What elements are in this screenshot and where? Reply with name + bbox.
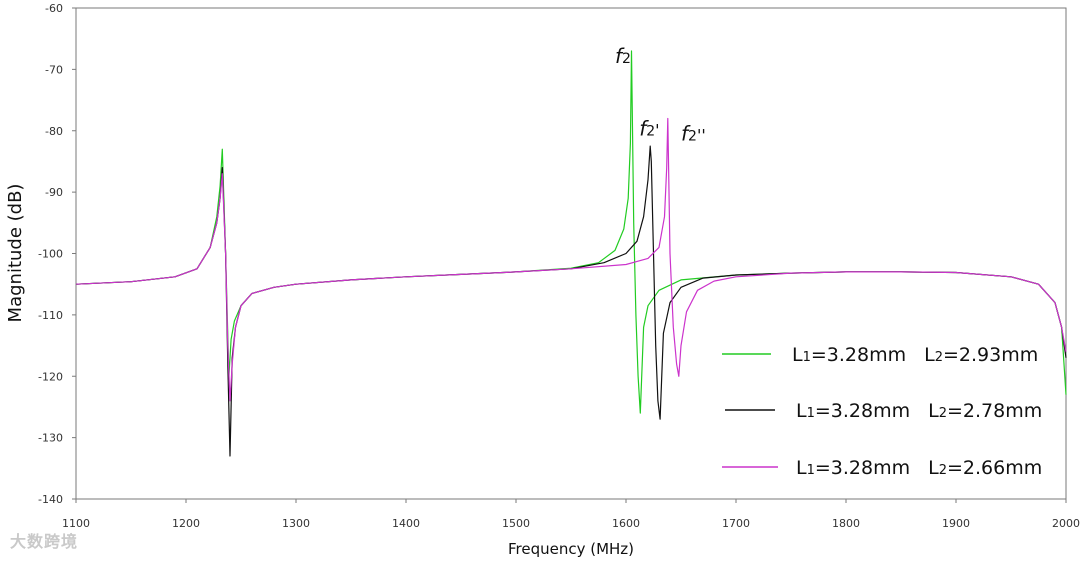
x-axis: 1100 1200 1300 1400 1500 1600 1700 1800 1900 2000 — [62, 499, 1080, 530]
annotation-prime: '' — [697, 126, 706, 145]
annotation-prime: ' — [655, 121, 659, 140]
legend-l1-letter: L — [796, 400, 807, 422]
annotation-base: f — [615, 44, 625, 68]
y-axis: -60 -70 -80 -90 -100 -110 -120 -130 -140 — [38, 2, 76, 506]
annotation-f2p: f2' — [639, 117, 659, 141]
x-tick-label: 2000 — [1052, 517, 1080, 530]
plot-area — [75, 7, 1067, 500]
legend-l2-subscript: 2 — [939, 463, 947, 478]
y-tick-label: -110 — [38, 309, 63, 322]
x-axis-title: Frequency (MHz) — [508, 540, 634, 558]
annotation-subscript: 2 — [622, 51, 631, 67]
legend-l2-letter: L — [928, 400, 939, 422]
x-tick-label: 1600 — [612, 517, 640, 530]
legend-l2-subscript: 2 — [939, 406, 947, 421]
y-tick-label: -60 — [45, 2, 63, 15]
y-axis-title: Magnitude (dB) — [5, 184, 26, 323]
y-tick-label: -130 — [38, 432, 63, 445]
x-tick-label: 1800 — [832, 517, 860, 530]
x-tick-label: 1900 — [942, 517, 970, 530]
legend-l2-value: =2.93mm — [943, 344, 1038, 366]
y-tick-label: -120 — [38, 370, 63, 383]
y-tick-label: -80 — [45, 125, 63, 138]
x-tick-label: 1100 — [62, 517, 90, 530]
x-tick-label: 1200 — [172, 517, 200, 530]
annotation-subscript: 2 — [688, 129, 697, 145]
annotation-base: f — [639, 117, 649, 141]
series-line-3 — [75, 117, 1067, 402]
y-tick-label: -70 — [45, 63, 63, 76]
legend-l2-subscript: 2 — [935, 350, 943, 365]
watermark-text: 大数跨境 — [10, 532, 79, 551]
legend-l1-value: =3.28mm — [815, 400, 910, 422]
legend-l1-subscript: 1 — [803, 350, 811, 365]
annotation-f2pp: f2'' — [681, 122, 706, 146]
y-tick-label: -90 — [45, 186, 63, 199]
annotation-base: f — [681, 122, 691, 146]
legend-l2-letter: L — [928, 457, 939, 479]
x-tick-label: 1300 — [282, 517, 310, 530]
legend-label-2: L1=3.28mm L2=2.78mm — [796, 400, 1042, 422]
x-tick-label: 1700 — [722, 517, 750, 530]
legend-label-3: L1=3.28mm L2=2.66mm — [796, 457, 1042, 479]
legend-l1-value: =3.28mm — [811, 344, 906, 366]
x-tick-label: 1400 — [392, 517, 420, 530]
y-tick-label: -140 — [38, 493, 63, 506]
series-lines — [75, 50, 1067, 457]
legend-label-1: L1=3.28mm L2=2.93mm — [792, 344, 1038, 366]
annotation-f2: f2 — [615, 44, 631, 68]
legend-l2-letter: L — [924, 344, 935, 366]
legend-l2-value: =2.66mm — [947, 457, 1042, 479]
legend-l1-value: =3.28mm — [815, 457, 910, 479]
annotation-subscript: 2 — [646, 124, 655, 140]
legend-l1-letter: L — [792, 344, 803, 366]
legend-l1-subscript: 1 — [807, 406, 815, 421]
legend-l1-subscript: 1 — [807, 463, 815, 478]
y-tick-label: -100 — [38, 248, 63, 261]
legend-l1-letter: L — [796, 457, 807, 479]
legend-l2-value: =2.78mm — [947, 400, 1042, 422]
x-tick-label: 1500 — [502, 517, 530, 530]
